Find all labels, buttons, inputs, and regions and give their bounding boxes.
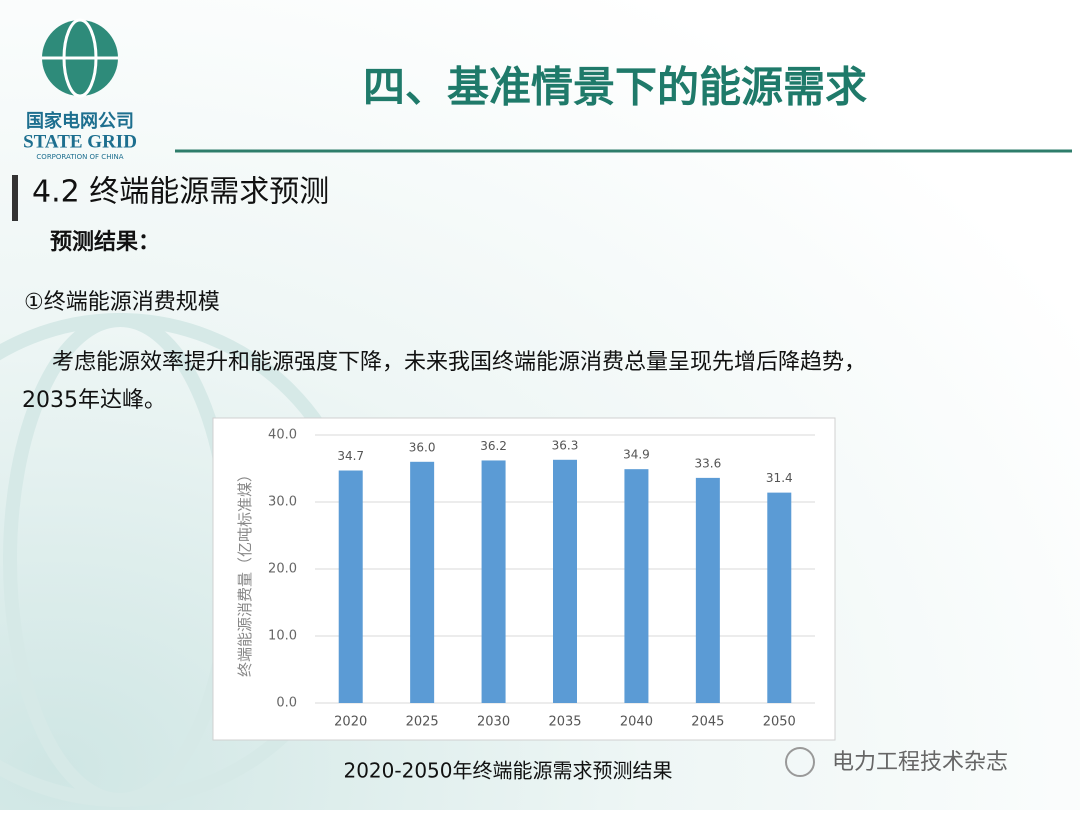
subhead: 预测结果： [50,229,160,255]
chart-frame [212,417,836,741]
x-tick-label: 2025 [406,715,439,730]
slide-title: 四、基准情景下的能源需求 [363,63,867,112]
paragraph-line: 考虑能源效率提升和能源强度下降，未来我国终端能源消费总量呈现先增后降趋势， [52,350,866,375]
watermark-text: 电力工程技术杂志 [832,750,1008,775]
data-label: 36.2 [480,439,507,453]
x-tick-label: 2020 [334,715,367,730]
y-tick-label: 0.0 [276,696,297,711]
logo-cn: 国家电网公司 [26,110,134,132]
section-bar [12,175,18,221]
bar [553,459,577,703]
bar [624,469,649,703]
x-tick-label: 2035 [548,715,581,730]
bar [695,477,720,703]
logo: 国家电网公司 STATE GRID CORPORATION OF CHINA [23,18,137,161]
item: ①终端能源消费规模 [24,290,220,315]
x-tick-label: 2045 [691,715,724,730]
logo-en: STATE GRID [23,131,137,152]
data-label: 31.4 [766,471,793,485]
bar [410,461,435,703]
logo-sub: CORPORATION OF CHINA [36,153,123,161]
x-tick-label: 2050 [763,715,796,730]
data-label: 34.9 [623,448,650,462]
bar [481,460,506,703]
x-tick-label: 2030 [477,715,510,730]
caption: 2020-2050年终端能源需求预测结果 [343,759,672,783]
y-axis-label: 终端能源消费量（亿吨标准煤） [236,467,254,677]
section-heading: 4.2 终端能源需求预测 [32,175,329,210]
data-label: 33.6 [694,456,721,470]
data-label: 36.0 [409,440,436,454]
y-tick-label: 40.0 [268,428,297,443]
y-tick-label: 30.0 [268,495,297,510]
bar [338,470,363,703]
x-tick-label: 2040 [620,715,653,730]
bar [767,492,792,703]
y-tick-label: 10.0 [268,629,297,644]
paragraph-line: 2035年达峰。 [22,388,166,413]
data-label: 34.7 [337,449,364,463]
plot: 0.0 10.0 20.0 30.0 40.0 2020 34.7 2025 36.0 2030 3… [268,428,815,730]
data-label: 36.3 [552,438,579,452]
watermark: 电力工程技术杂志 [785,747,1008,777]
y-tick-label: 20.0 [268,562,297,577]
